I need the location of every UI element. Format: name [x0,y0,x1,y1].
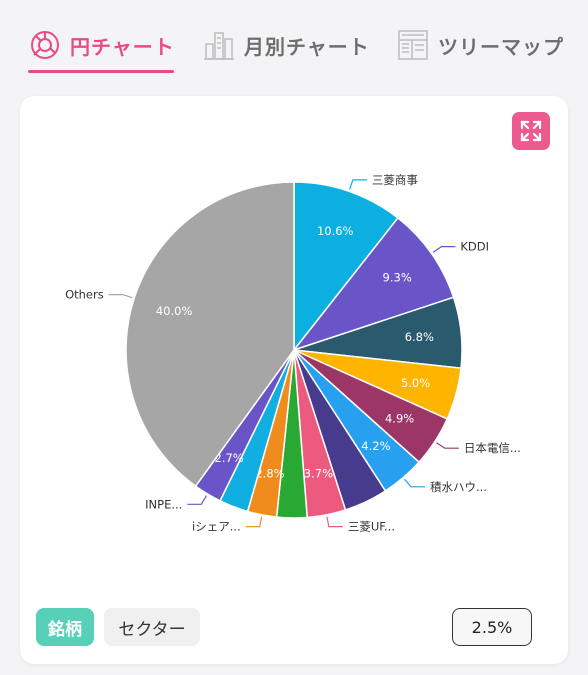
slice-value-label: 6.8% [405,330,434,344]
slice-value-label: 4.9% [385,412,414,426]
slice-value-label: 2.7% [215,451,244,465]
tab-pie-chart[interactable]: 円チャート [28,28,175,62]
expand-icon [520,120,542,142]
slice-value-label: 2.8% [255,467,284,481]
threshold-button[interactable]: 2.5% [452,608,532,646]
slice-value-label: 4.2% [361,439,390,453]
slice-label-leader [245,516,263,528]
expand-button[interactable] [512,112,550,150]
slice-label-leader [404,478,425,488]
chart-card: 10.6% 三菱商事 9.3% KDDI 6.8% 5.0% 4.9% 日本電信... 4.2%… [20,96,568,664]
slice-value-label: 40.0% [156,304,193,318]
slice-label-leader [349,179,367,190]
slice-value-label: 3.7% [304,467,333,481]
sector-toggle-button[interactable]: セクター [104,608,200,646]
slice-label-leader [187,495,207,505]
pie-chart-icon [31,31,59,59]
slice-name-label: 日本電信... [464,441,521,455]
slice-name-label: 三菱商事 [372,173,418,187]
stock-toggle-button[interactable]: 銘柄 [36,608,94,646]
slice-label-leader [108,293,133,299]
tab-treemap[interactable]: ツリーマップ [396,28,564,62]
slice-value-label: 5.0% [401,376,430,390]
slice-label-leader [432,246,456,253]
tab-treemap-label: ツリーマップ [438,34,564,59]
slice-name-label: KDDI [460,240,489,254]
slice-label-leader [326,516,343,528]
slice-name-label: iシェア... [192,520,241,534]
active-tab-indicator [28,70,174,73]
pie-chart: 10.6% 三菱商事 9.3% KDDI 6.8% 5.0% 4.9% 日本電信... 4.2%… [65,173,521,534]
pie-slice[interactable] [293,181,399,353]
slice-value-label: 10.6% [317,224,354,238]
building-bar-icon [204,32,234,60]
pie-slice[interactable] [291,216,455,352]
slice-value-label: 9.3% [383,271,412,285]
pie-slice[interactable] [125,181,295,488]
tab-pie-chart-label: 円チャート [70,34,175,59]
treemap-icon [398,30,428,60]
slice-name-label: INPE... [145,497,182,511]
slice-name-label: 積水ハウ... [430,480,487,494]
tab-monthly-chart-label: 月別チャート [244,34,370,59]
tab-monthly-chart[interactable]: 月別チャート [202,28,370,62]
chart-tabs: 円チャート 月別チャート ツリーマップ [0,0,588,90]
slice-name-label: 三菱UF... [348,520,395,534]
slice-label-leader [436,442,459,449]
slice-name-label: Others [65,288,104,302]
